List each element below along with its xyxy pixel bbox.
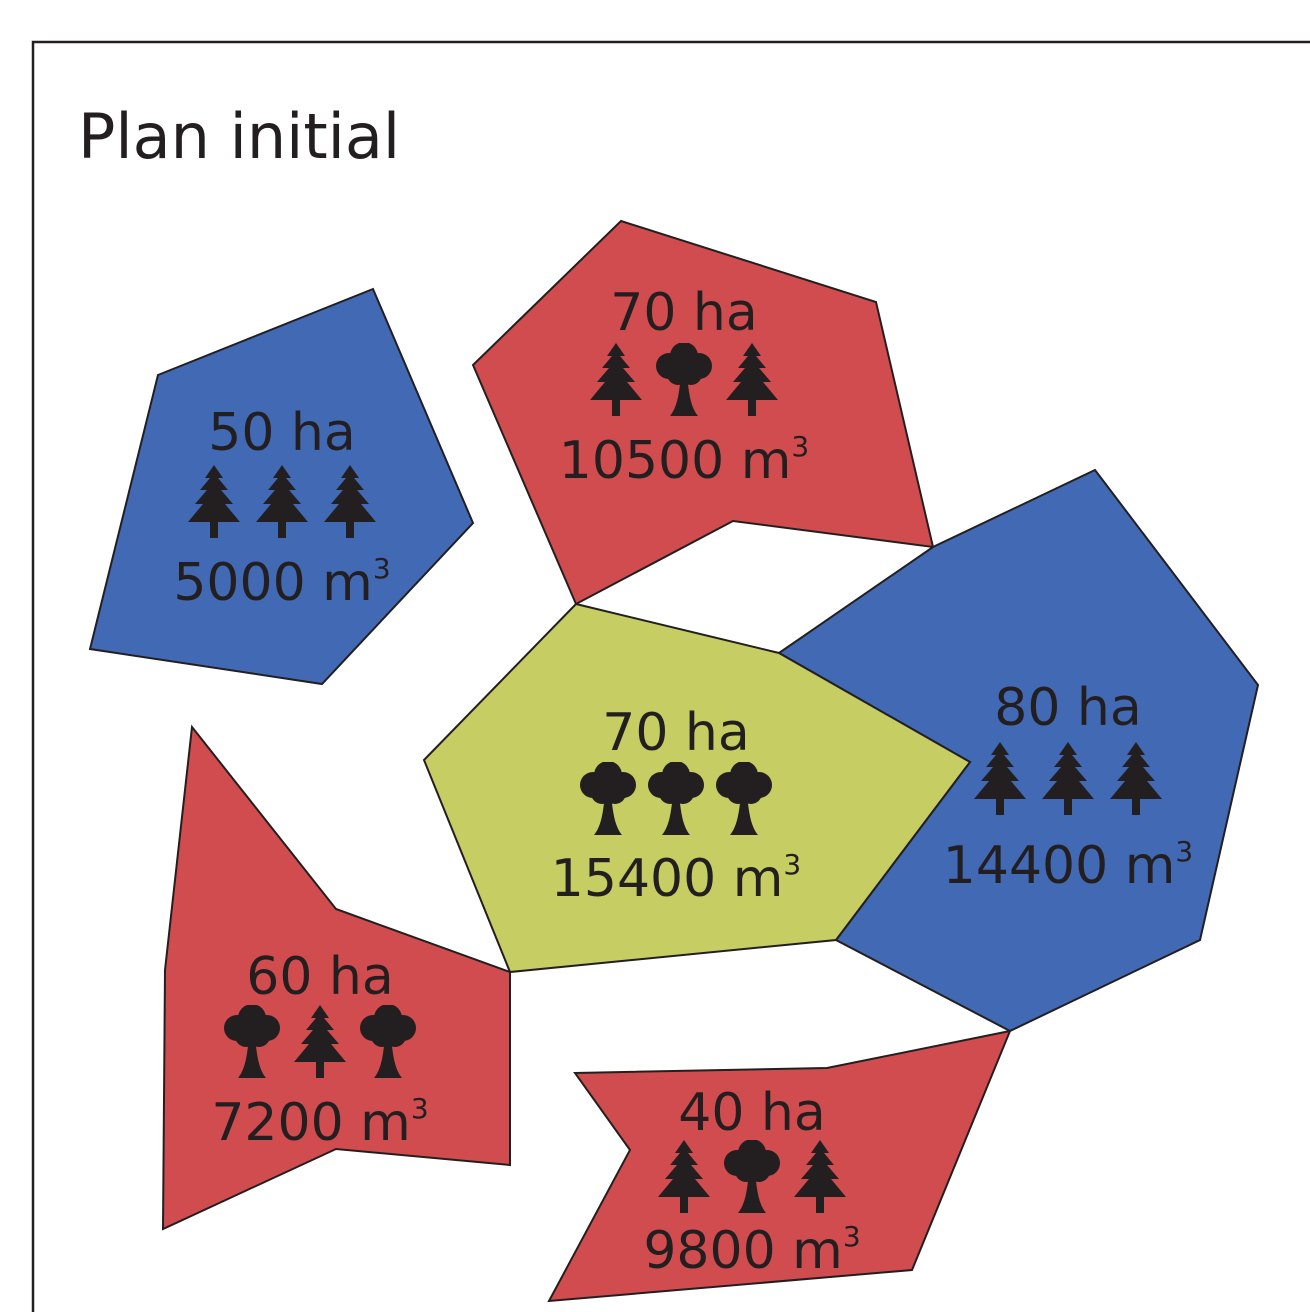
stand-area: 80 ha [994, 678, 1142, 738]
stand-label-center: 70 ha 15400 m3 [551, 703, 801, 909]
stand-label-south-west: 60 ha 7200 m3 [211, 947, 428, 1153]
stand-area: 40 ha [678, 1083, 826, 1143]
stand-south-west [161, 724, 511, 1231]
stand-label-south: 40 ha 9800 m3 [643, 1083, 860, 1281]
stand-volume: 5000 m3 [173, 552, 390, 613]
stand-area: 50 ha [208, 403, 356, 463]
stand-label-north: 70 ha 10500 m3 [559, 283, 809, 491]
stand-volume: 9800 m3 [643, 1220, 860, 1281]
page-title: Plan initial [78, 100, 400, 173]
unit-exponent: 3 [791, 430, 809, 463]
stand-volume: 15400 m3 [551, 848, 801, 909]
unit-exponent: 3 [843, 1220, 861, 1253]
stand-volume: 14400 m3 [943, 835, 1193, 896]
stand-area: 70 ha [602, 703, 750, 763]
stand-area: 70 ha [610, 283, 758, 343]
unit-exponent: 3 [373, 552, 391, 585]
stand-volume: 7200 m3 [211, 1092, 428, 1153]
stand-volume: 10500 m3 [559, 430, 809, 491]
stand-label-north-west: 50 ha 5000 m3 [173, 403, 390, 613]
stand-label-east: 80 ha 14400 m3 [943, 678, 1193, 896]
unit-exponent: 3 [1175, 835, 1193, 868]
stand-north [471, 219, 935, 606]
unit-exponent: 3 [411, 1092, 429, 1125]
unit-exponent: 3 [783, 848, 801, 881]
stand-area: 60 ha [246, 947, 394, 1007]
